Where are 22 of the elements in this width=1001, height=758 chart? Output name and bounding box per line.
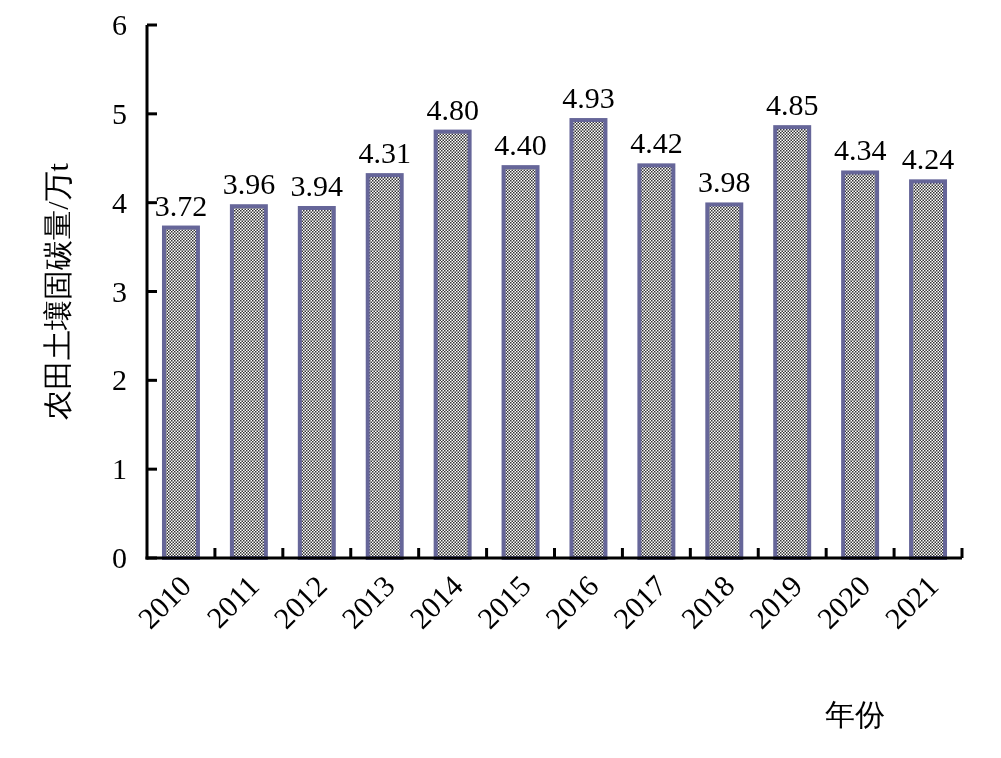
data-label: 3.72: [154, 188, 208, 222]
y-tick-label: 5: [112, 96, 127, 130]
y-tick-label: 4: [112, 185, 127, 219]
data-label: 4.42: [630, 126, 683, 160]
y-tick-label: 0: [112, 541, 127, 574]
y-tick-label: 2: [112, 363, 127, 397]
data-label: 3.98: [698, 165, 751, 199]
y-axis-title: 农田土壤固碳量/万t: [41, 162, 74, 420]
y-tick-label: 3: [112, 274, 127, 308]
data-label: 4.80: [426, 92, 479, 126]
y-tick-label: 1: [112, 452, 127, 486]
data-label: 4.31: [358, 136, 411, 170]
data-label: 3.96: [222, 167, 276, 201]
data-label: 4.24: [901, 142, 955, 176]
data-label: 4.85: [765, 88, 819, 122]
data-label: 4.93: [562, 81, 615, 115]
data-label: 4.34: [833, 133, 887, 167]
x-axis-title: 年份: [825, 698, 885, 731]
y-tick-label: 6: [112, 8, 127, 41]
x-tick-label: 2011: [200, 568, 266, 634]
data-label: 4.40: [494, 128, 547, 162]
data-label: 3.94: [290, 169, 344, 202]
